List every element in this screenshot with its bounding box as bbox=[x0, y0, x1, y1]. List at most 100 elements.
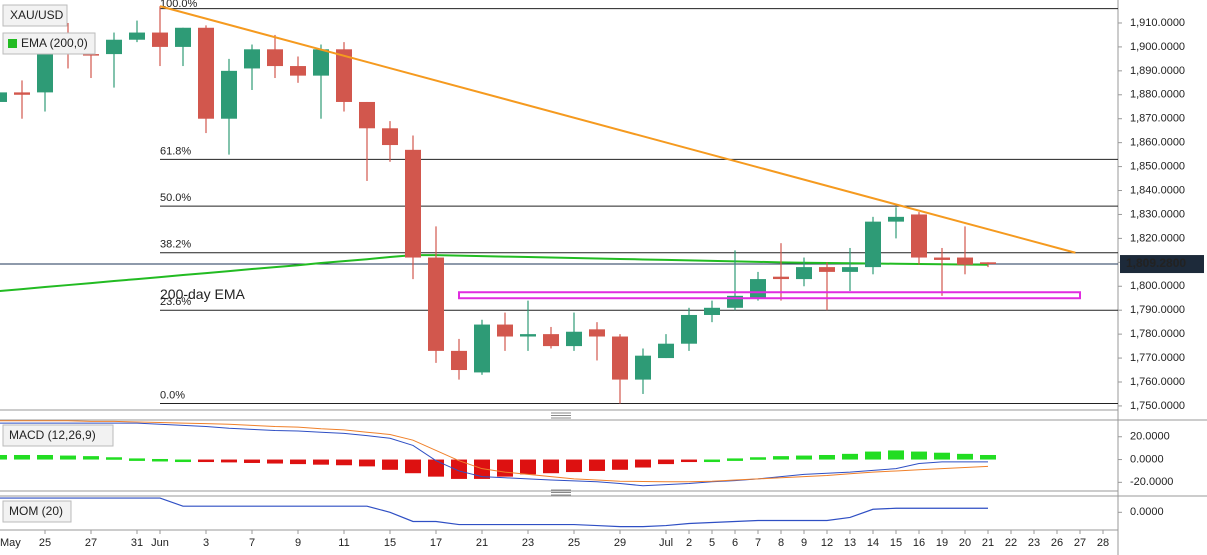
histogram-bar bbox=[819, 454, 835, 460]
candle-body bbox=[865, 221, 881, 268]
x-tick-label: 31 bbox=[131, 537, 143, 549]
x-tick-label: 21 bbox=[476, 537, 488, 549]
line-series bbox=[0, 254, 989, 292]
labels: XAU/USD EMA (200,0) MACD (12,26,9) MOM (… bbox=[2, 4, 114, 523]
fib-label: 0.0% bbox=[160, 389, 185, 401]
x-tick-label: 22 bbox=[1005, 537, 1017, 549]
candle-body bbox=[290, 66, 306, 76]
histogram-bar bbox=[14, 454, 30, 460]
x-tick-label: 3 bbox=[203, 537, 209, 549]
trendline bbox=[159, 5, 1076, 254]
histogram-bar bbox=[750, 457, 766, 460]
x-tick-label: 12 bbox=[821, 537, 833, 549]
histogram-bar bbox=[520, 459, 536, 475]
candle-body bbox=[83, 54, 99, 56]
histogram-bar bbox=[865, 451, 881, 460]
y-tick-label: 1,750.0000 bbox=[1130, 400, 1185, 412]
y-tick-label: 20.0000 bbox=[1130, 431, 1170, 443]
histogram-bar bbox=[888, 450, 904, 460]
y-tick-label: -20.0000 bbox=[1130, 476, 1173, 488]
y-tick-label: 1,900.0000 bbox=[1130, 41, 1185, 53]
y-tick-label: 1,780.0000 bbox=[1130, 328, 1185, 340]
fib-label: 100.0% bbox=[160, 0, 198, 10]
resize-handle[interactable] bbox=[551, 412, 571, 496]
histogram-bar bbox=[428, 459, 444, 477]
candle-body bbox=[635, 355, 651, 380]
panel-title-box bbox=[2, 500, 72, 523]
candle-body bbox=[704, 307, 720, 315]
x-tick-label: 26 bbox=[1051, 537, 1063, 549]
y-tick-label: 1,860.0000 bbox=[1130, 137, 1185, 149]
x-tick-label: 17 bbox=[430, 537, 442, 549]
last-price-label: 1,809.2800 bbox=[1126, 256, 1186, 270]
line-series bbox=[0, 422, 988, 487]
histogram-bar bbox=[658, 459, 674, 465]
candle-body bbox=[980, 262, 996, 265]
y-tick-label: 1,890.0000 bbox=[1130, 65, 1185, 77]
y-tick-label: 1,910.0000 bbox=[1130, 17, 1185, 29]
histogram-bar bbox=[129, 458, 145, 461]
y-tick-label: 1,800.0000 bbox=[1130, 280, 1185, 292]
candle-body bbox=[0, 92, 7, 102]
candle-body bbox=[957, 257, 973, 265]
x-tick-label: 7 bbox=[755, 537, 761, 549]
candle-body bbox=[267, 49, 283, 67]
histogram-bar bbox=[474, 459, 490, 479]
histogram-bar bbox=[60, 455, 76, 460]
candle-body bbox=[451, 350, 467, 371]
histogram-bar bbox=[727, 458, 743, 461]
histogram-bar bbox=[497, 459, 513, 477]
candle-body bbox=[842, 267, 858, 272]
indicator-box bbox=[2, 32, 96, 55]
symbol-label: XAU/USD bbox=[10, 8, 64, 22]
x-tick-label: 21 bbox=[982, 537, 994, 549]
x-tick-label: 5 bbox=[709, 537, 715, 549]
x-tick-label: 15 bbox=[890, 537, 902, 549]
fib-label: 50.0% bbox=[160, 192, 191, 204]
line-series bbox=[0, 497, 988, 528]
candle-body bbox=[497, 324, 513, 337]
histogram-bar bbox=[635, 459, 651, 468]
histogram-bar bbox=[405, 459, 421, 474]
fib-label: 38.2% bbox=[160, 239, 191, 251]
histogram-bar bbox=[221, 459, 237, 463]
y-tick-label: 1,790.0000 bbox=[1130, 304, 1185, 316]
histogram-bar bbox=[152, 458, 168, 462]
histogram-bar bbox=[336, 459, 352, 466]
histogram-bar bbox=[198, 459, 214, 463]
x-tick-label: 23 bbox=[522, 537, 534, 549]
x-tick-label: 25 bbox=[568, 537, 580, 549]
candle-body bbox=[405, 149, 421, 258]
x-tick-label: 28 bbox=[1097, 537, 1109, 549]
candle-body bbox=[106, 39, 122, 55]
candle-body bbox=[175, 27, 191, 47]
histogram-bar bbox=[589, 459, 605, 471]
candle-body bbox=[152, 32, 168, 47]
panel-title-box bbox=[2, 424, 114, 447]
y-tick-label: 1,840.0000 bbox=[1130, 184, 1185, 196]
candle-body bbox=[888, 216, 904, 222]
y-tick-label: 1,820.0000 bbox=[1130, 232, 1185, 244]
x-tick-label: 6 bbox=[732, 537, 738, 549]
candle-body bbox=[819, 267, 835, 272]
y-tick-label: 1,770.0000 bbox=[1130, 352, 1185, 364]
histogram-bar bbox=[244, 459, 260, 463]
x-tick-label: 9 bbox=[295, 537, 301, 549]
x-tick-label: 11 bbox=[338, 537, 349, 549]
y-tick-label: 1,830.0000 bbox=[1130, 208, 1185, 220]
panel-title: MOM (20) bbox=[9, 504, 63, 518]
candle-body bbox=[198, 27, 214, 119]
candle-body bbox=[382, 128, 398, 146]
candle-body bbox=[773, 276, 789, 280]
x-tick-label: 9 bbox=[801, 537, 807, 549]
candle-body bbox=[727, 295, 743, 308]
annotation: 200-day EMA bbox=[160, 286, 245, 302]
x-tick-label: 14 bbox=[867, 537, 879, 549]
y-tick-label: 0.0000 bbox=[1130, 453, 1164, 465]
x-tick-label: 29 bbox=[614, 537, 626, 549]
x-tick-label: 20 bbox=[959, 537, 971, 549]
support-zone bbox=[458, 291, 1081, 300]
candle-body bbox=[428, 257, 444, 351]
